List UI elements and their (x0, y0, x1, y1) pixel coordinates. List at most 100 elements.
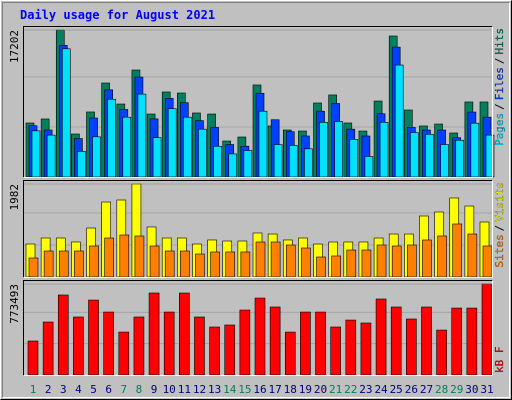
x-tick-label: 13 (208, 383, 221, 396)
frame (23, 280, 493, 376)
x-tick-label: 9 (151, 383, 158, 396)
frame (23, 180, 493, 278)
bar (481, 283, 493, 376)
bar (346, 249, 357, 278)
bar (107, 98, 116, 178)
bar (394, 64, 404, 178)
bar (137, 93, 147, 178)
x-tick-label: 29 (450, 383, 463, 396)
bar (243, 150, 253, 178)
bar (42, 321, 54, 376)
bar (183, 116, 192, 178)
bar (349, 139, 359, 178)
x-tick-label: 23 (359, 383, 372, 396)
bar (228, 153, 238, 178)
bar (74, 250, 84, 278)
bar (284, 331, 296, 376)
legend: Sites / Visits (493, 182, 506, 268)
bar (410, 132, 419, 178)
bar (163, 311, 175, 376)
legend: Pages / Files / Hits (493, 28, 506, 146)
bar (255, 241, 266, 278)
bar (452, 223, 463, 278)
bar (437, 235, 447, 278)
legend-entry: Hits (493, 28, 506, 55)
x-tick-label: 14 (223, 383, 237, 396)
bar (440, 144, 449, 178)
bar (152, 137, 162, 178)
bar (43, 250, 54, 278)
bar (198, 128, 207, 178)
x-tick-label: 8 (136, 383, 143, 396)
bar (467, 233, 478, 278)
x-tick-label: 16 (253, 383, 266, 396)
legend-separator: / (493, 103, 506, 110)
legend-separator: / (493, 58, 506, 65)
legend-entry: Pages (493, 113, 506, 146)
x-tick-label: 3 (60, 383, 67, 396)
bar (92, 136, 101, 178)
bar (225, 251, 236, 278)
bar (466, 307, 478, 376)
bar (285, 244, 296, 278)
bar (375, 298, 387, 376)
bar (104, 237, 114, 278)
bar (194, 316, 205, 376)
x-tick-label: 24 (374, 383, 388, 396)
bar (122, 116, 132, 178)
bar (180, 250, 190, 278)
bar (425, 133, 434, 178)
x-tick-label: 11 (178, 383, 191, 396)
bar (364, 156, 374, 178)
bar (455, 139, 465, 178)
bar (269, 306, 281, 376)
y-tick-label: 17202 (8, 30, 21, 63)
bar (407, 244, 417, 278)
x-tick-label: 10 (163, 383, 176, 396)
bar (213, 145, 222, 178)
bar (209, 326, 220, 376)
bar (195, 253, 205, 278)
bar (224, 324, 236, 376)
bar (210, 251, 220, 278)
x-tick-label: 17 (269, 383, 282, 396)
legend-separator: / (493, 225, 506, 232)
x-tick-label: 15 (238, 383, 251, 396)
bar (58, 250, 69, 278)
x-tick-label: 30 (465, 383, 478, 396)
bar (258, 110, 268, 178)
x-tick-label: 18 (284, 383, 297, 396)
bar (179, 292, 190, 376)
bar (360, 322, 372, 376)
bar (451, 307, 463, 376)
bar (316, 256, 326, 278)
legend-entry: Visits (493, 182, 506, 222)
bar (482, 245, 493, 278)
bar (77, 151, 86, 178)
bar (57, 294, 69, 376)
bar (319, 122, 328, 178)
bar (436, 329, 447, 376)
chart-title: Daily usage for August 2021 (20, 8, 215, 22)
bar (376, 244, 387, 278)
bar (406, 318, 417, 376)
bar (240, 251, 251, 278)
frame (23, 26, 493, 178)
x-tick-label: 31 (480, 383, 493, 396)
bar (301, 247, 311, 278)
bar (118, 331, 130, 376)
x-tick-label: 22 (344, 383, 357, 396)
x-tick-label: 21 (329, 383, 342, 396)
bar (421, 306, 432, 376)
x-tick-label: 19 (299, 383, 312, 396)
bar (61, 48, 71, 178)
x-tick-label: 7 (120, 383, 127, 396)
x-tick-label: 25 (390, 383, 403, 396)
y-tick-label: 773493 (8, 284, 21, 324)
bar (391, 245, 402, 278)
bar (254, 297, 266, 376)
legend-entry: Files (493, 67, 506, 100)
